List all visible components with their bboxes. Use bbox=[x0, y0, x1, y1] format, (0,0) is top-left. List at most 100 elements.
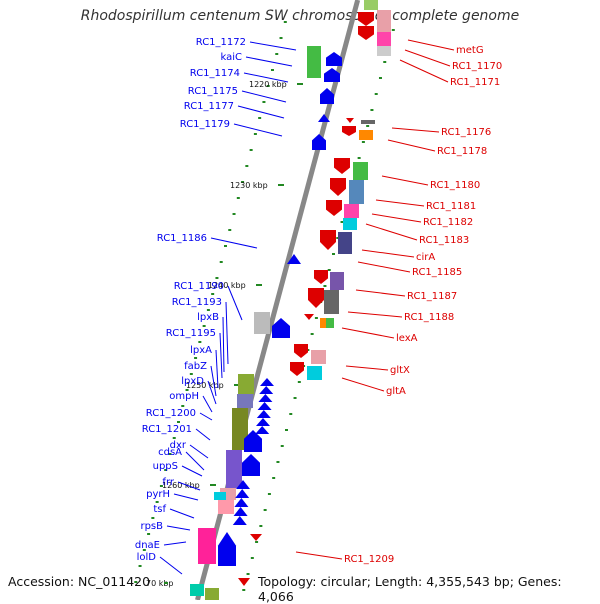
reverse-gene-arrow bbox=[342, 126, 356, 136]
forward-gene-arrow bbox=[257, 402, 272, 410]
gene-block bbox=[344, 204, 359, 218]
gene-tracks bbox=[190, 0, 391, 600]
reverse-gene-arrow bbox=[290, 362, 304, 376]
map-title: Rhodospirillum centenum SW chromosome, c… bbox=[80, 8, 520, 24]
gene-label-lexA[interactable]: lexA bbox=[396, 333, 418, 344]
gene-block bbox=[254, 312, 270, 334]
gene-label-lolD[interactable]: lolD bbox=[137, 552, 157, 563]
gene-label-RC1_1174[interactable]: RC1_1174 bbox=[190, 68, 240, 79]
reverse-gene-arrow bbox=[358, 26, 374, 40]
gene-label-ompH[interactable]: ompH bbox=[169, 391, 199, 402]
label-leader bbox=[210, 237, 258, 249]
gene-label-frr[interactable]: frr bbox=[162, 477, 174, 488]
accession-text: Accession: NC_011420 bbox=[8, 574, 151, 589]
label-leader bbox=[361, 249, 415, 258]
forward-gene-arrow bbox=[287, 254, 301, 264]
gene-label-rpsB[interactable]: rpsB bbox=[140, 521, 163, 532]
forward-gene-arrow bbox=[259, 386, 274, 394]
label-leader bbox=[355, 289, 406, 297]
forward-gene-arrow bbox=[236, 480, 250, 489]
reverse-gene-arrow bbox=[326, 200, 342, 216]
gene-label-RC1_1195[interactable]: RC1_1195 bbox=[166, 328, 216, 339]
gene-label-RC1_1185[interactable]: RC1_1185 bbox=[412, 267, 462, 278]
label-leader bbox=[399, 59, 449, 83]
gene-label-kaiC[interactable]: kaiC bbox=[220, 52, 242, 63]
gene-label-RC1_1175[interactable]: RC1_1175 bbox=[188, 86, 238, 97]
label-leader bbox=[173, 493, 199, 501]
forward-gene-arrow bbox=[320, 88, 334, 104]
gene-label-lpxA[interactable]: lpxA bbox=[190, 345, 212, 356]
gene-label-RC1_1183[interactable]: RC1_1183 bbox=[419, 235, 469, 246]
gene-block bbox=[238, 374, 254, 394]
gene-label-RC1_1190[interactable]: RC1_1190 bbox=[174, 281, 224, 292]
label-leader bbox=[207, 380, 217, 405]
label-leader bbox=[347, 311, 403, 318]
gene-label-RC1_1182[interactable]: RC1_1182 bbox=[423, 217, 473, 228]
gene-label-uppS[interactable]: uppS bbox=[153, 461, 178, 472]
reverse-gene-arrow bbox=[320, 230, 336, 250]
gene-label-RC1_1172[interactable]: RC1_1172 bbox=[196, 37, 246, 48]
gene-label-RC1_1193[interactable]: RC1_1193 bbox=[172, 297, 222, 308]
forward-gene-arrow bbox=[242, 454, 260, 476]
gene-block bbox=[343, 218, 357, 230]
gene-label-RC1_1179[interactable]: RC1_1179 bbox=[180, 119, 230, 130]
gene-label-RC1_1187[interactable]: RC1_1187 bbox=[407, 291, 457, 302]
label-leader bbox=[357, 261, 411, 273]
gene-label-RC1_1201[interactable]: RC1_1201 bbox=[142, 424, 192, 435]
forward-gene-arrow bbox=[218, 532, 236, 566]
gene-label-dnaE[interactable]: dnaE bbox=[135, 540, 160, 551]
forward-gene-arrow bbox=[326, 52, 342, 66]
gene-label-RC1_1209[interactable]: RC1_1209 bbox=[344, 554, 394, 565]
label-leader bbox=[341, 327, 395, 339]
reverse-gene-arrow bbox=[308, 288, 324, 308]
label-leader bbox=[381, 175, 429, 186]
gene-block bbox=[359, 130, 373, 140]
gene-label-dxr[interactable]: dxr bbox=[170, 440, 187, 451]
gene-label-gltA[interactable]: gltA bbox=[386, 386, 406, 397]
gene-label-tsf[interactable]: tsf bbox=[153, 504, 166, 515]
forward-gene-arrow bbox=[324, 68, 340, 82]
gene-label-RC1_1178[interactable]: RC1_1178 bbox=[437, 146, 487, 157]
gene-block bbox=[377, 32, 391, 46]
gene-label-RC1_1171[interactable]: RC1_1171 bbox=[450, 77, 500, 88]
gene-label-gltX[interactable]: gltX bbox=[390, 365, 410, 376]
gene-label-RC1_1177[interactable]: RC1_1177 bbox=[184, 101, 234, 112]
gene-label-lpxB[interactable]: lpxB bbox=[197, 312, 219, 323]
label-leader bbox=[215, 349, 219, 389]
gene-label-RC1_1188[interactable]: RC1_1188 bbox=[404, 312, 454, 323]
gene-label-RC1_1181[interactable]: RC1_1181 bbox=[426, 201, 476, 212]
gene-label-metG[interactable]: metG bbox=[456, 45, 484, 56]
gene-block bbox=[338, 232, 352, 254]
gene-label-RC1_1180[interactable]: RC1_1180 bbox=[430, 180, 480, 191]
scale-labels: 1220 kbp 1230 kbp 1240 kbp 1250 kbp 1260 kbp… bbox=[146, 80, 303, 588]
label-leader bbox=[166, 525, 191, 531]
gene-block bbox=[377, 46, 391, 56]
forward-gene-arrow bbox=[244, 430, 262, 452]
reverse-gene-arrow bbox=[346, 118, 354, 123]
gene-block bbox=[218, 500, 234, 514]
label-leader bbox=[371, 213, 422, 223]
label-leader bbox=[181, 465, 203, 477]
gene-label-RC1_1170[interactable]: RC1_1170 bbox=[452, 61, 502, 72]
label-leader bbox=[233, 123, 283, 137]
gene-label-fabZ[interactable]: fabZ bbox=[184, 361, 207, 372]
gene-block bbox=[361, 120, 375, 124]
gene-label-RC1_1186[interactable]: RC1_1186 bbox=[157, 233, 207, 244]
label-leader bbox=[387, 139, 436, 152]
forward-gene-arrow bbox=[235, 489, 250, 498]
gene-block bbox=[307, 46, 321, 62]
gene-block bbox=[307, 62, 321, 78]
gene-label-cirA[interactable]: cirA bbox=[416, 252, 435, 263]
gene-block bbox=[226, 450, 242, 488]
gene-block bbox=[311, 350, 326, 364]
gene-label-cdsA[interactable]: cdsA bbox=[158, 447, 182, 458]
gene-block bbox=[198, 528, 216, 564]
gene-label-pyrH[interactable]: pyrH bbox=[146, 489, 170, 500]
gene-label-RC1_1176[interactable]: RC1_1176 bbox=[441, 127, 491, 138]
label-leader bbox=[245, 56, 293, 67]
gene-label-RC1_1200[interactable]: RC1_1200 bbox=[146, 408, 196, 419]
gene-label-lpxD[interactable]: lpxD bbox=[181, 376, 204, 387]
gene-block bbox=[330, 272, 344, 290]
label-leader bbox=[199, 412, 213, 421]
